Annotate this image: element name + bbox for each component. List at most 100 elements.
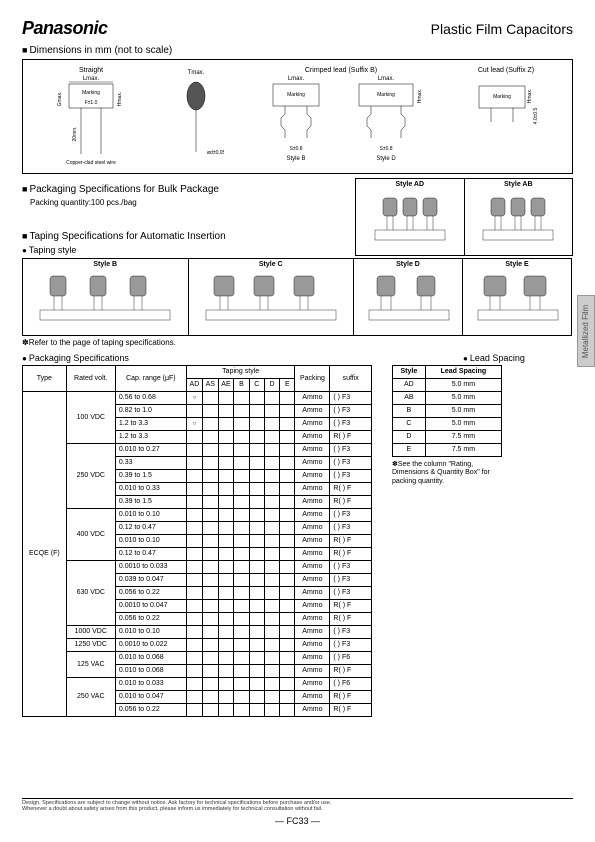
th-tape-e: E — [280, 379, 295, 392]
cell-suffix: ( ) F3 — [330, 509, 372, 522]
cell-tape — [186, 522, 202, 535]
cell-tape — [202, 431, 218, 444]
svg-text:Hmax.: Hmax. — [417, 89, 423, 103]
svg-text:Gmax.: Gmax. — [57, 92, 63, 107]
cell: 5.0 mm — [425, 392, 501, 405]
cell-tape — [280, 587, 295, 600]
bullet-taping-style: Taping style — [22, 245, 351, 255]
svg-text:Marking: Marking — [82, 90, 100, 96]
cell-tape — [186, 574, 202, 587]
cell-tape — [264, 548, 279, 561]
table-row: 1000 VDC0.010 to 0.10Ammo( ) F3 — [23, 626, 372, 639]
cell-suffix: ( ) F3 — [330, 418, 372, 431]
cell-tape — [186, 483, 202, 496]
svg-text:4.0±0.5: 4.0±0.5 — [533, 107, 539, 124]
cell-voltage: 250 VAC — [66, 678, 115, 717]
cell-tape — [280, 548, 295, 561]
cell-cap: 1.2 to 3.3 — [115, 431, 186, 444]
cell-tape — [218, 431, 234, 444]
cell-tape — [218, 678, 234, 691]
svg-text:Lmax.: Lmax. — [83, 76, 100, 82]
cell-tape — [264, 639, 279, 652]
cell-packing: Ammo — [295, 665, 330, 678]
cell-tape — [249, 678, 264, 691]
cell-tape — [234, 626, 249, 639]
cell-tape — [280, 470, 295, 483]
th-style: Style — [393, 366, 426, 379]
cell-tape — [202, 678, 218, 691]
svg-text:Crimped lead (Suffix B): Crimped lead (Suffix B) — [305, 67, 377, 74]
page-number: — FC33 — — [22, 816, 573, 826]
table-row: 250 VAC0.010 to 0.033Ammo( ) F6 — [23, 678, 372, 691]
diagram-tmax: Tmax. ød±0.05 — [169, 64, 224, 169]
cell-voltage: 400 VDC — [66, 509, 115, 561]
cell-tape — [280, 691, 295, 704]
cell-cap: 0.056 to 0.22 — [115, 587, 186, 600]
label-style-d: Style D — [396, 261, 420, 268]
cell-tape — [234, 587, 249, 600]
cell-packing: Ammo — [295, 405, 330, 418]
cell-packing: Ammo — [295, 457, 330, 470]
cell-tape — [249, 470, 264, 483]
cell-tape — [264, 431, 279, 444]
cell-tape — [202, 691, 218, 704]
packaging-bulk-subtext: Packing quantity:100 pcs./bag — [30, 198, 351, 207]
cell-tape — [280, 600, 295, 613]
label-style-c: Style C — [259, 261, 283, 268]
cell-tape — [249, 457, 264, 470]
cell-tape — [218, 444, 234, 457]
cell-tape — [186, 457, 202, 470]
cell-tape — [234, 470, 249, 483]
cell-cap: 0.010 to 0.047 — [115, 691, 186, 704]
cell-packing: Ammo — [295, 522, 330, 535]
pack-style-box: Style AD Style AB — [355, 178, 573, 256]
cell-cap: 0.56 to 0.68 — [115, 392, 186, 405]
cell-type: ECQE (F) — [23, 392, 67, 717]
cell-tape — [202, 444, 218, 457]
cell-tape — [186, 548, 202, 561]
cell-tape — [280, 509, 295, 522]
cell-tape — [264, 626, 279, 639]
cell-tape — [264, 470, 279, 483]
cell-tape — [264, 678, 279, 691]
lead-spacing-note: ✽See the column "Rating, Dimensions & Qu… — [392, 461, 502, 486]
cell-tape — [264, 392, 279, 405]
cell-packing: Ammo — [295, 678, 330, 691]
cell-tape — [218, 496, 234, 509]
cell-packing: Ammo — [295, 600, 330, 613]
cell: D — [393, 431, 426, 444]
cell-tape — [218, 613, 234, 626]
cell-tape — [264, 561, 279, 574]
cell-voltage: 1000 VDC — [66, 626, 115, 639]
cell-tape — [218, 535, 234, 548]
table-row: 125 VAC0.010 to 0.068Ammo( ) F6 — [23, 652, 372, 665]
cell-tape — [264, 457, 279, 470]
cell-suffix: ( ) F6 — [330, 652, 372, 665]
cell-tape — [234, 444, 249, 457]
svg-text:Cut lead (Suffix Z): Cut lead (Suffix Z) — [478, 67, 534, 74]
cell-packing: Ammo — [295, 548, 330, 561]
cell-tape — [202, 457, 218, 470]
cell-tape — [249, 496, 264, 509]
cell-tape — [202, 639, 218, 652]
cell: 7.5 mm — [425, 431, 501, 444]
section-taping-auto: Taping Specifications for Automatic Inse… — [22, 231, 351, 242]
cell-tape — [234, 665, 249, 678]
section-packaging-bulk: Packaging Specifications for Bulk Packag… — [22, 184, 351, 195]
cell-tape — [202, 535, 218, 548]
cell: B — [393, 405, 426, 418]
bullet-lead-spacing: Lead Spacing — [463, 353, 573, 363]
cell-tape — [218, 470, 234, 483]
table-row: C5.0 mm — [393, 418, 502, 431]
taping-style-box-right: Style D Style E — [354, 258, 572, 336]
cell-tape — [249, 600, 264, 613]
cell-packing: Ammo — [295, 431, 330, 444]
th-tape-d: D — [264, 379, 279, 392]
th-taping: Taping style — [186, 366, 295, 379]
cell-tape — [202, 496, 218, 509]
cell-packing: Ammo — [295, 704, 330, 717]
bullet-packaging-spec: Packaging Specifications — [22, 353, 129, 363]
diagram-style-ad — [365, 190, 455, 246]
cell-tape — [186, 509, 202, 522]
cell-tape — [264, 418, 279, 431]
